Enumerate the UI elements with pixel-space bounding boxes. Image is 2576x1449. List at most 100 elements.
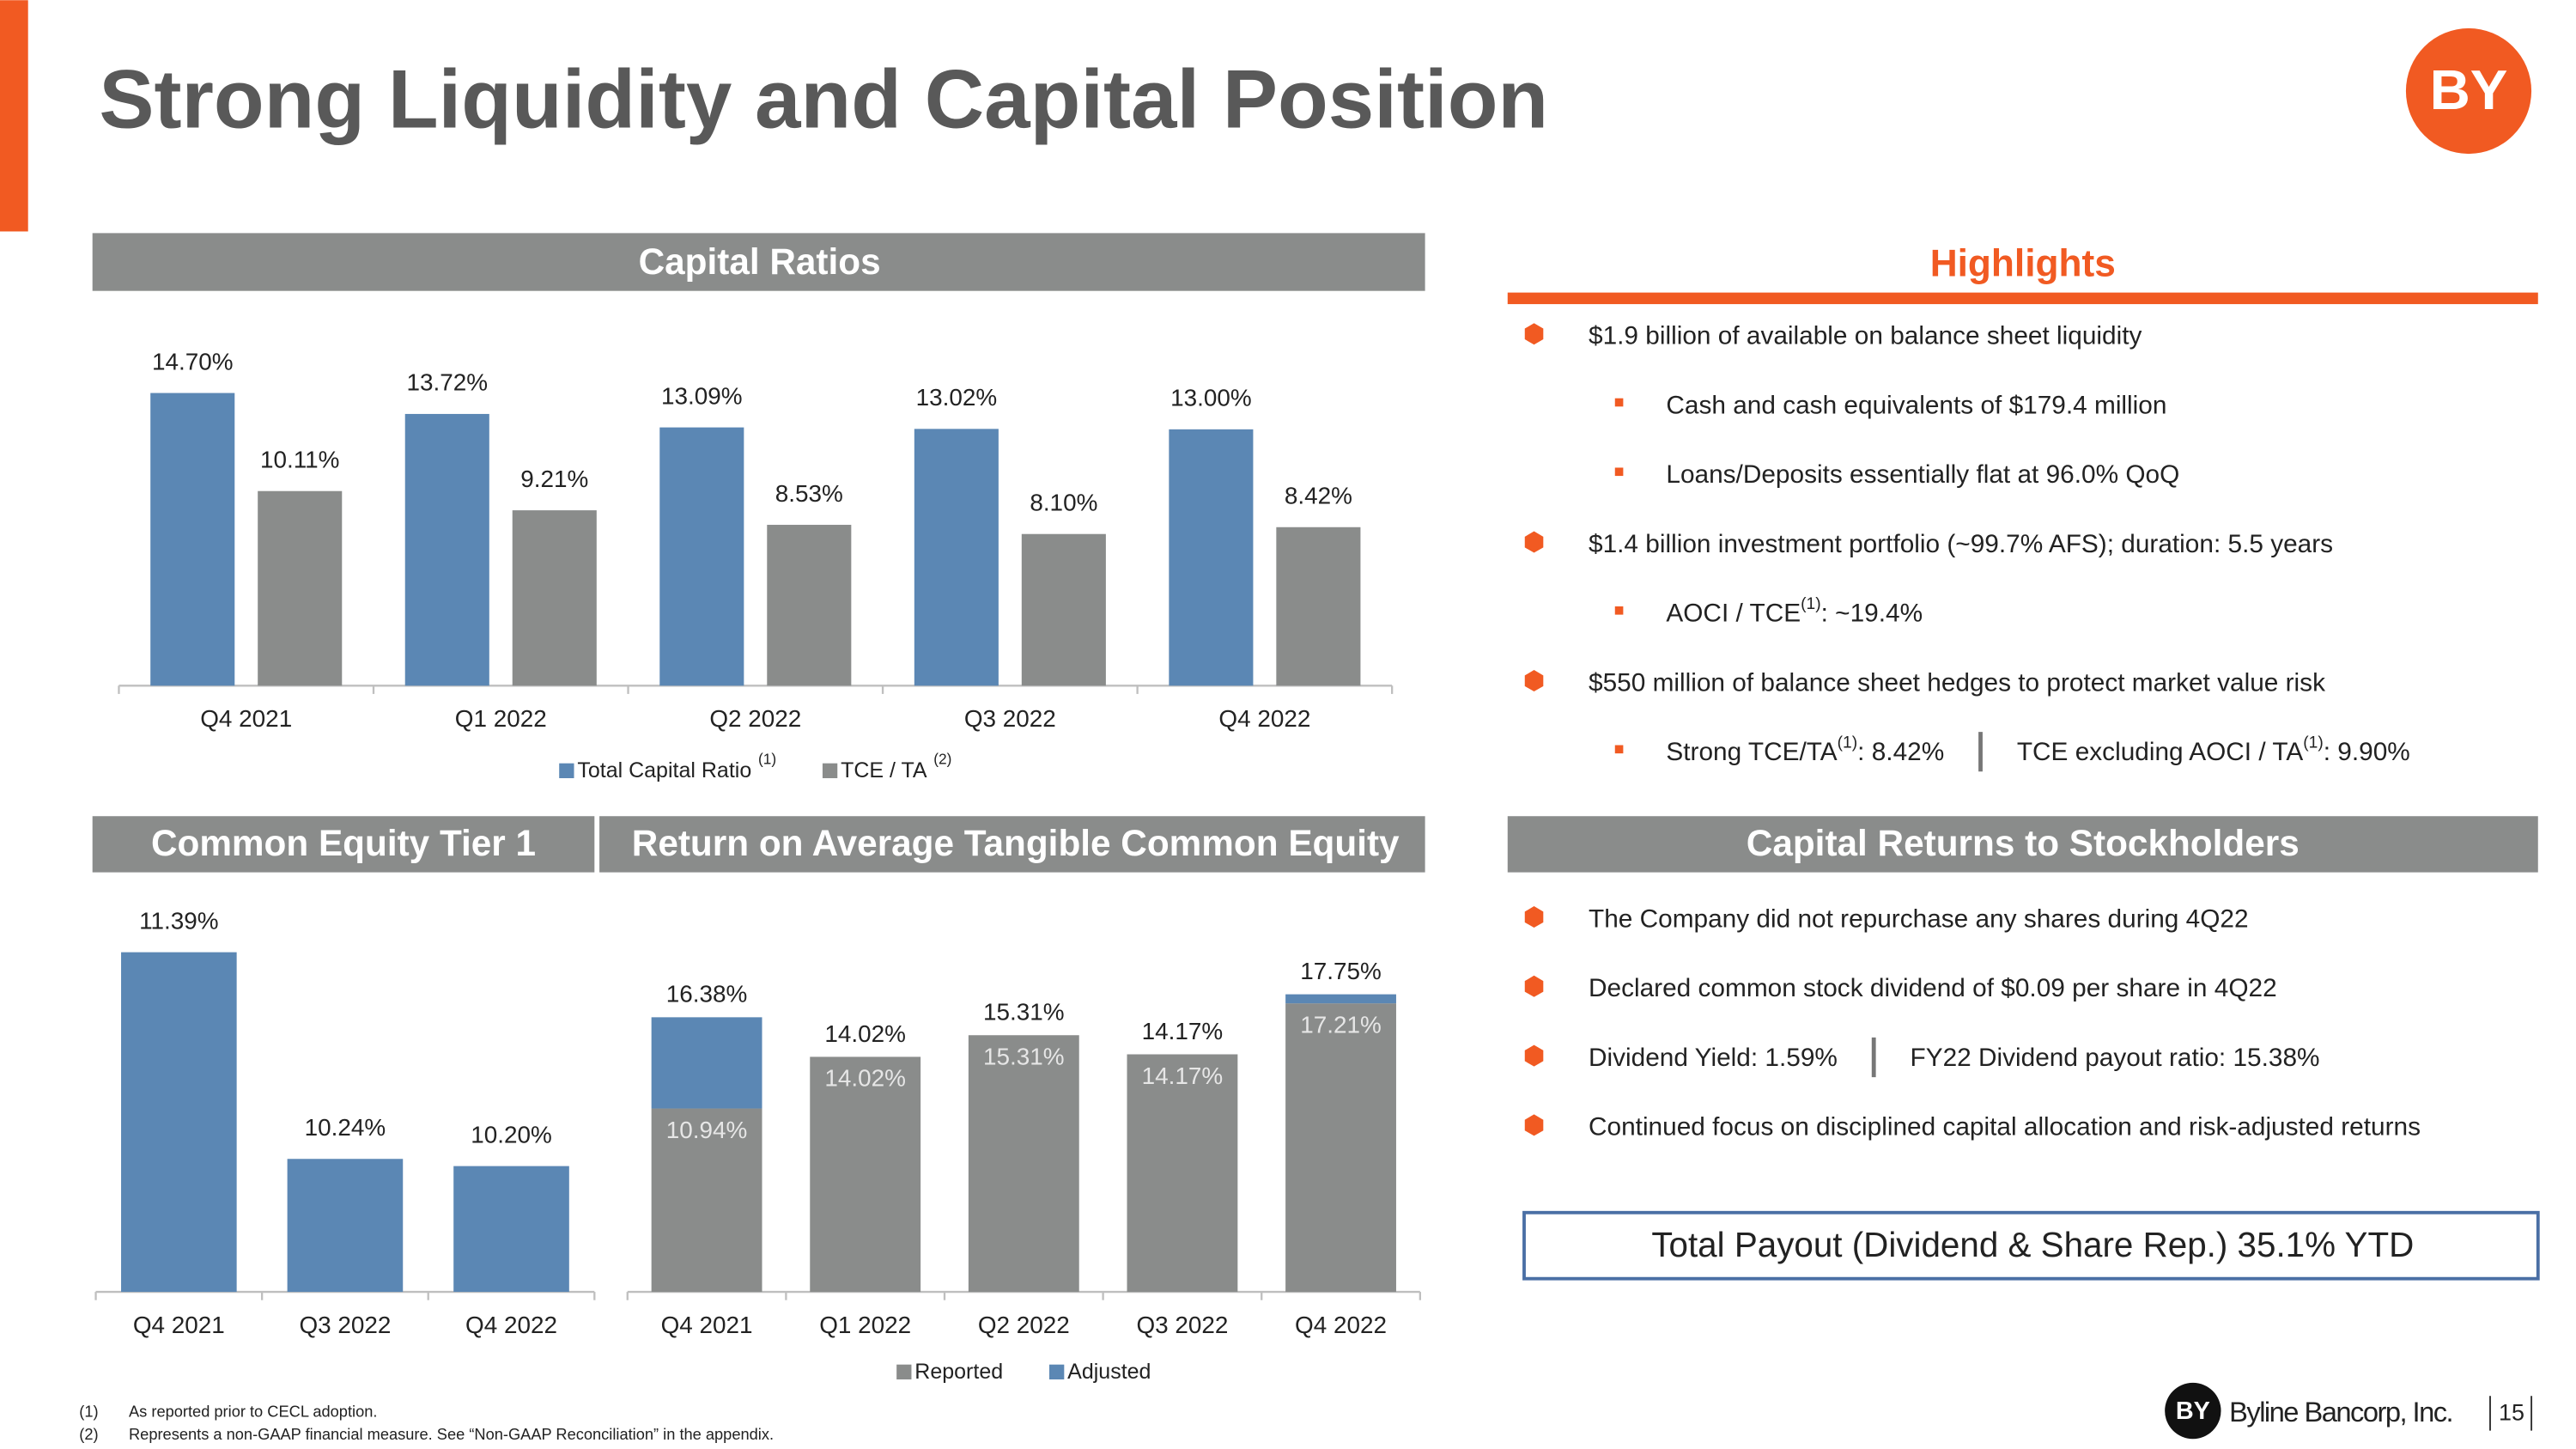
- data-label: 8.53%: [775, 480, 843, 507]
- bullet: [1524, 531, 1544, 553]
- data-label: 9.21%: [520, 466, 588, 492]
- legend-swatch: [1049, 1364, 1065, 1379]
- bullet-text: Dividend Yield: 1.59%: [1589, 1044, 1838, 1072]
- bar: [453, 1166, 569, 1293]
- page-number: 15: [2499, 1399, 2524, 1425]
- data-label: 13.72%: [406, 369, 488, 396]
- bar: [659, 427, 744, 686]
- bar-segment: [1127, 1054, 1238, 1293]
- sub-bullet: [1614, 606, 1624, 615]
- text-run: : 8.42%: [1857, 738, 1944, 766]
- segment-label: 14.02%: [824, 1065, 906, 1092]
- bullet-text: $1.4 billion investment portfolio (~99.7…: [1589, 530, 2333, 558]
- slide-title: Strong Liquidity and Capital Position: [99, 54, 1548, 146]
- x-tick-label: Q4 2021: [200, 705, 292, 732]
- legend-label: Reported: [914, 1360, 1003, 1384]
- text-run: : 9.90%: [2324, 738, 2410, 766]
- data-label: 13.00%: [1170, 385, 1252, 411]
- data-label: 13.02%: [916, 384, 998, 411]
- data-label: 10.24%: [305, 1114, 386, 1141]
- total-label: 14.17%: [1142, 1018, 1224, 1044]
- legend-label: Total Capital Ratio: [577, 758, 751, 782]
- footnote-text: As reported prior to CECL adoption.: [129, 1402, 377, 1420]
- segment-label: 10.94%: [666, 1117, 748, 1143]
- text-run: TCE excluding AOCI / TA: [2017, 738, 2304, 766]
- data-label: 8.42%: [1285, 483, 1352, 509]
- section-header: [92, 233, 1425, 291]
- bullet-text: $1.9 billion of available on balance she…: [1589, 321, 2142, 350]
- chart-title: Capital Ratios: [639, 241, 881, 282]
- bar: [121, 952, 237, 1293]
- bar-segment: [968, 1035, 1079, 1293]
- bullet-text: TCE excluding AOCI / TA(1): 9.90%: [2017, 734, 2410, 766]
- x-tick-label: Q4 2022: [1295, 1312, 1387, 1338]
- segment-label: 14.17%: [1142, 1062, 1224, 1089]
- chart-title: Return on Average Tangible Common Equity: [632, 823, 1400, 863]
- bar: [150, 393, 235, 686]
- bar: [258, 490, 343, 686]
- bullet-text: Strong TCE/TA(1): 8.42%: [1666, 734, 1944, 766]
- bullet-text: $550 million of balance sheet hedges to …: [1589, 668, 2325, 697]
- bar: [1276, 527, 1361, 686]
- logo-circle: [2405, 27, 2532, 155]
- legend: Total Capital Ratio (1) TCE / TA (2): [559, 750, 951, 782]
- capital-returns-title: Capital Returns to Stockholders: [1747, 823, 2300, 863]
- text-run: Cash and cash equivalents of $179.4 mill…: [1666, 391, 2166, 419]
- bullet-text: Loans/Deposits essentially flat at 96.0%…: [1666, 460, 2179, 489]
- total-label: 16.38%: [666, 981, 748, 1008]
- text-run: Strong TCE/TA: [1666, 738, 1837, 766]
- bullet: [1524, 670, 1544, 692]
- data-label: 14.70%: [152, 348, 234, 374]
- x-tick-label: Q3 2022: [964, 705, 1056, 732]
- bar: [914, 429, 999, 686]
- section-header: [1507, 816, 2538, 873]
- text-run: AOCI / TCE: [1666, 599, 1801, 627]
- payout-box: [1522, 1210, 2540, 1281]
- bar-segment: [810, 1056, 921, 1293]
- bullet: [1524, 975, 1544, 997]
- segment-label: 15.31%: [983, 1044, 1065, 1070]
- text-run: Declared common stock dividend of $0.09 …: [1589, 974, 2277, 1002]
- footnote-text: Represents a non-GAAP financial measure.…: [129, 1425, 774, 1443]
- footer-company: Byline Bancorp, Inc.: [2229, 1396, 2452, 1428]
- total-label: 14.02%: [824, 1020, 906, 1047]
- x-tick-label: Q3 2022: [1136, 1312, 1228, 1338]
- section-header: [92, 816, 595, 873]
- legend-label: Adjusted: [1067, 1360, 1151, 1384]
- x-tick-label: Q1 2022: [819, 1312, 911, 1338]
- x-tick-label: Q3 2022: [299, 1312, 391, 1338]
- bullet: [1524, 1114, 1544, 1136]
- data-label: 8.10%: [1030, 489, 1097, 515]
- highlights-title: Highlights: [1930, 243, 2116, 285]
- bullet-text: FY22 Dividend payout ratio: 15.38%: [1911, 1044, 2320, 1072]
- x-tick-label: Q1 2022: [455, 705, 547, 732]
- data-label: 10.20%: [471, 1121, 552, 1148]
- text-run: $1.4 billion investment portfolio (~99.7…: [1589, 530, 2333, 558]
- text-run: : ~19.4%: [1821, 599, 1923, 627]
- bar: [287, 1159, 404, 1293]
- superscript: (1): [1801, 595, 1821, 613]
- x-tick-label: Q4 2022: [465, 1312, 557, 1338]
- bullet-text: Continued focus on disciplined capital a…: [1589, 1113, 2421, 1142]
- legend-swatch: [896, 1364, 912, 1379]
- highlights-rule: [1507, 292, 2538, 305]
- text-run: Dividend Yield: 1.59%: [1589, 1044, 1838, 1072]
- text-run: FY22 Dividend payout ratio: 15.38%: [1911, 1044, 2320, 1072]
- text-run: $1.9 billion of available on balance she…: [1589, 321, 2142, 350]
- bullet: [1524, 906, 1544, 928]
- bar: [1169, 429, 1254, 686]
- text-run: $550 million of balance sheet hedges to …: [1589, 668, 2325, 697]
- sub-bullet: [1614, 398, 1624, 407]
- bar: [767, 525, 852, 686]
- x-tick-label: Q2 2022: [709, 705, 801, 732]
- legend: Reported Adjusted: [896, 1360, 1151, 1384]
- bar-segment: [1285, 1003, 1396, 1293]
- data-label: 10.11%: [260, 446, 339, 472]
- total-label: 15.31%: [983, 999, 1065, 1026]
- legend-note: (1): [758, 750, 776, 767]
- bar-segment: [1285, 994, 1396, 1004]
- text-run: The Company did not repurchase any share…: [1589, 904, 2249, 933]
- bar: [1021, 533, 1106, 686]
